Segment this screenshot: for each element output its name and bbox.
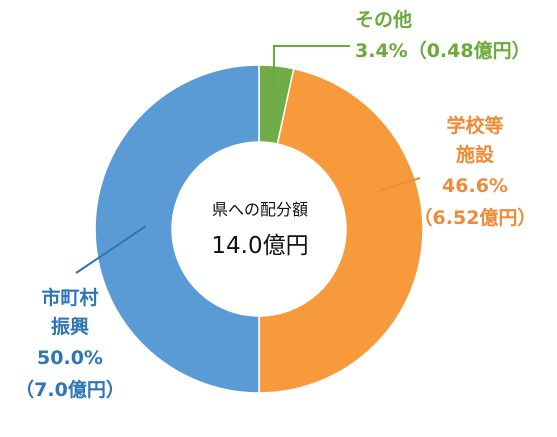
center-total: 14.0億円 bbox=[211, 233, 309, 259]
slice-label: その他 3.4%（0.48億円） bbox=[355, 6, 531, 67]
slice-label: 学校等施設 46.6% （6.52億円） bbox=[410, 112, 540, 234]
leader-line bbox=[75, 225, 147, 274]
leader-line bbox=[379, 177, 421, 191]
amt: （7.0億円） bbox=[15, 379, 125, 401]
donut-hole-outline bbox=[172, 142, 346, 316]
val: 3.4% bbox=[355, 40, 408, 62]
amt: （6.52億円） bbox=[413, 207, 537, 229]
nm: 市町村振興 bbox=[41, 287, 99, 338]
val: 50.0% bbox=[37, 347, 103, 369]
nm: 学校等施設 bbox=[446, 115, 504, 166]
leader-line bbox=[273, 45, 350, 92]
slice-label: 市町村振興 50.0% （7.0億円） bbox=[5, 284, 135, 406]
center-label: 県への配分額 bbox=[211, 200, 308, 219]
nm: その他 bbox=[355, 9, 413, 31]
amt: （0.48億円） bbox=[407, 40, 531, 62]
val: 46.6% bbox=[442, 175, 508, 197]
